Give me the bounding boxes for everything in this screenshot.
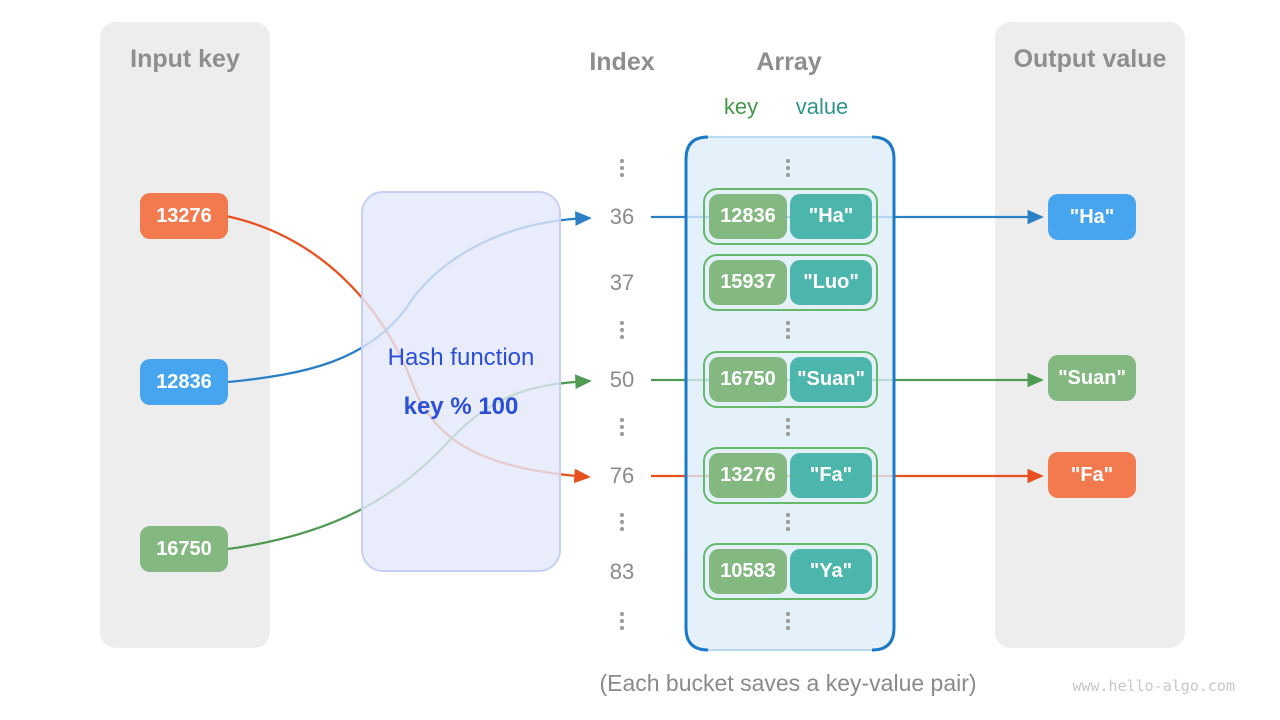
bucket-key: 12836 [709,194,787,239]
output-value-title: Output value [1013,45,1167,73]
output-value-panel: Output value [995,22,1185,648]
bucket-key: 15937 [709,260,787,305]
bucket-value: "Ha" [790,194,872,239]
array-ellipsis [786,612,790,630]
bucket-value: "Suan" [790,357,872,402]
array-ellipsis [786,513,790,531]
watermark: www.hello-algo.com [1072,677,1235,695]
hash-function-title: Hash function [387,344,535,371]
bucket-value: "Luo" [790,260,872,305]
bucket-value: "Fa" [790,453,872,498]
index-ellipsis [620,418,624,436]
index-column-title: Index [589,48,655,76]
input-key-box-13276: 13276 [140,193,228,239]
bucket-row: 10583 "Ya" [703,543,878,600]
index-ellipsis [620,513,624,531]
hash-function-formula: key % 100 [403,393,519,420]
array-ellipsis [786,418,790,436]
input-key-box-16750: 16750 [140,526,228,572]
index-ellipsis [620,159,624,177]
bucket-key: 16750 [709,357,787,402]
index-ellipsis [620,612,624,630]
array-bracket-border [684,135,896,652]
bucket-row: 15937 "Luo" [703,254,878,311]
array-column-title: Array [756,48,822,76]
array-ellipsis [786,159,790,177]
index-value-37: 37 [609,270,635,295]
output-value-box-ha: "Ha" [1048,194,1136,240]
array-ellipsis [786,321,790,339]
index-value-76: 76 [609,463,635,488]
bucket-row: 13276 "Fa" [703,447,878,504]
bucket-value: "Ya" [790,549,872,594]
input-key-box-12836: 12836 [140,359,228,405]
bucket-key: 13276 [709,453,787,498]
index-value-50: 50 [609,367,635,392]
index-ellipsis [620,321,624,339]
output-value-box-suan: "Suan" [1048,355,1136,401]
output-value-box-fa: "Fa" [1048,452,1136,498]
hash-function-box [361,191,561,572]
input-key-title: Input key [130,45,240,73]
bucket-row: 12836 "Ha" [703,188,878,245]
array-key-label: key [723,94,759,119]
diagram-caption: (Each bucket saves a key-value pair) [599,670,977,696]
index-value-83: 83 [609,559,635,584]
array-value-label: value [795,94,849,119]
bucket-row: 16750 "Suan" [703,351,878,408]
bucket-key: 10583 [709,549,787,594]
index-value-36: 36 [609,204,635,229]
